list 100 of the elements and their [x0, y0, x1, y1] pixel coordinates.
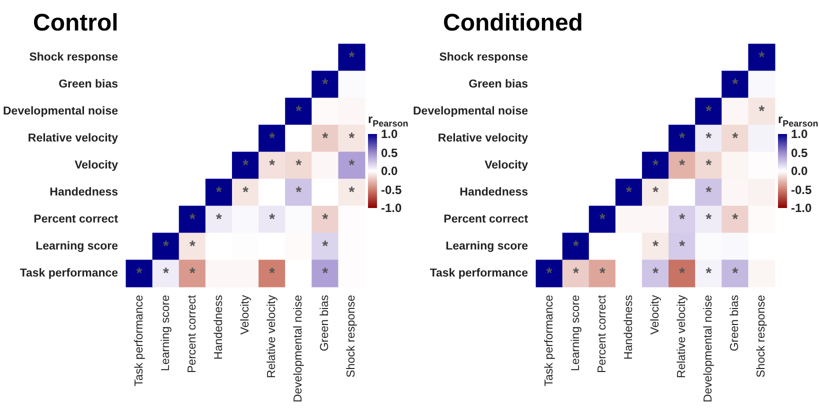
data-label: *: [322, 76, 328, 93]
data-label: *: [599, 265, 606, 282]
x-tick-label: Percent correct: [186, 294, 198, 373]
data-label: *: [322, 265, 328, 282]
color-bar-label: -1.0: [381, 201, 402, 216]
data-label: *: [599, 211, 606, 228]
data-label: *: [136, 265, 142, 282]
data-label: *: [348, 157, 355, 174]
y-tick-label: Green bias: [468, 78, 528, 90]
x-tick-label: Green bias: [729, 294, 742, 352]
data-label: *: [322, 130, 328, 147]
data-label: *: [679, 238, 686, 255]
x-tick-label: Velocity: [240, 294, 252, 335]
color-bar-title: r$_{Pearson}$: [778, 112, 819, 128]
data-label: *: [572, 265, 579, 282]
color-bar-label: 1.0: [381, 127, 398, 142]
x-tick-label: Percent correct: [596, 294, 608, 373]
data-label: *: [189, 238, 196, 255]
color-bar-label: -1.0: [791, 201, 812, 216]
data-label: *: [269, 130, 276, 147]
y-tick-label: Task performance: [20, 268, 118, 280]
x-tick-label: Developmental noise: [702, 295, 715, 402]
data-label: *: [269, 157, 276, 174]
y-tick-label: Developmental noise: [412, 106, 528, 118]
color-bar-label: -0.5: [791, 182, 812, 197]
data-label: *: [732, 76, 738, 93]
x-tick-label: Learning score: [160, 295, 172, 372]
data-label: *: [546, 265, 552, 282]
x-tick-label: Relative velocity: [266, 294, 278, 378]
color-bar-label: 1.0: [791, 127, 808, 142]
y-tick-label: Shock response: [439, 52, 528, 64]
data-label: *: [679, 265, 686, 282]
data-label: *: [679, 157, 686, 174]
y-tick-label: Velocity: [74, 160, 119, 172]
data-label: *: [572, 238, 579, 255]
data-label: *: [652, 184, 659, 201]
data-label: *: [706, 184, 712, 201]
color-bar-label: 0.5: [791, 146, 808, 160]
data-label: *: [706, 103, 712, 120]
y-tick-label: Velocity: [484, 160, 529, 172]
data-label: *: [679, 130, 686, 147]
data-label: *: [189, 265, 196, 282]
color-bar-label: 0.0: [381, 164, 398, 178]
y-tick-label: Handedness: [50, 186, 118, 198]
data-label: *: [706, 265, 712, 282]
chart-title: Conditioned: [443, 10, 583, 36]
y-tick-label: Relative velocity: [438, 132, 529, 144]
data-label: *: [296, 184, 302, 201]
data-label: *: [706, 157, 712, 174]
data-label: *: [626, 184, 632, 201]
color-bar-label: 0.0: [791, 164, 808, 178]
data-label: *: [216, 211, 222, 228]
data-label: *: [758, 49, 765, 66]
x-tick-label: Handedness: [622, 294, 635, 360]
x-tick-label: Developmental noise: [292, 295, 305, 402]
data-label: *: [189, 211, 196, 228]
x-tick-label: Shock response: [756, 295, 768, 378]
data-label: *: [706, 211, 712, 228]
y-tick-label: Learning score: [446, 240, 528, 252]
data-label: *: [216, 184, 222, 201]
data-label: *: [652, 238, 659, 255]
chart-title: Control: [33, 10, 118, 36]
x-tick-label: Handedness: [212, 294, 225, 360]
data-label: *: [242, 184, 249, 201]
data-label: *: [348, 130, 355, 147]
data-label: *: [679, 211, 686, 228]
x-tick-label: Relative velocity: [676, 294, 688, 378]
data-label: *: [732, 130, 738, 147]
data-label: *: [162, 265, 169, 282]
data-label: *: [652, 157, 659, 174]
data-label: *: [322, 238, 328, 255]
data-label: *: [322, 211, 328, 228]
y-tick-label: Task performance: [430, 268, 528, 280]
color-bar-title: r$_{Pearson}$: [368, 112, 410, 128]
y-tick-label: Developmental noise: [2, 106, 118, 118]
y-tick-label: Percent correct: [34, 214, 118, 226]
data-label: *: [732, 211, 738, 228]
data-label: *: [758, 103, 765, 120]
x-tick-label: Learning score: [570, 295, 582, 372]
x-tick-label: Shock response: [346, 295, 358, 378]
data-label: *: [732, 265, 738, 282]
data-label: *: [269, 211, 276, 228]
data-label: *: [242, 157, 249, 174]
data-label: *: [296, 157, 302, 174]
data-label: *: [296, 103, 302, 120]
data-label: *: [348, 184, 355, 201]
y-tick-label: Green bias: [58, 78, 118, 90]
y-tick-label: Relative velocity: [28, 132, 119, 144]
data-label: *: [706, 130, 712, 147]
data-label: *: [269, 265, 276, 282]
y-tick-label: Learning score: [36, 240, 118, 252]
x-tick-label: Green bias: [319, 294, 332, 352]
y-tick-label: Percent correct: [444, 214, 528, 226]
y-tick-label: Shock response: [29, 52, 118, 64]
data-label: *: [652, 265, 659, 282]
x-tick-label: Velocity: [650, 294, 662, 335]
data-label: *: [162, 238, 169, 255]
color-bar-label: 0.5: [381, 146, 398, 160]
data-label: *: [348, 49, 355, 66]
color-bar-label: -0.5: [381, 182, 402, 197]
